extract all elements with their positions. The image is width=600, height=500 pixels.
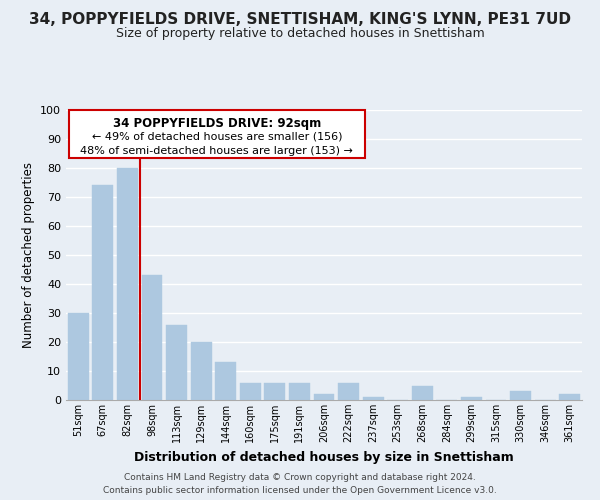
Bar xyxy=(240,382,261,400)
Bar xyxy=(92,186,113,400)
Text: Contains HM Land Registry data © Crown copyright and database right 2024.: Contains HM Land Registry data © Crown c… xyxy=(124,472,476,482)
Y-axis label: Number of detached properties: Number of detached properties xyxy=(22,162,35,348)
Text: 34 POPPYFIELDS DRIVE: 92sqm: 34 POPPYFIELDS DRIVE: 92sqm xyxy=(113,117,321,130)
Bar xyxy=(362,397,383,400)
Bar xyxy=(191,342,212,400)
Bar xyxy=(289,382,310,400)
FancyBboxPatch shape xyxy=(68,110,365,158)
Text: ← 49% of detached houses are smaller (156): ← 49% of detached houses are smaller (15… xyxy=(92,132,342,142)
Bar xyxy=(314,394,334,400)
Bar xyxy=(461,397,482,400)
Text: Size of property relative to detached houses in Snettisham: Size of property relative to detached ho… xyxy=(116,28,484,40)
Bar xyxy=(412,386,433,400)
Text: 34, POPPYFIELDS DRIVE, SNETTISHAM, KING'S LYNN, PE31 7UD: 34, POPPYFIELDS DRIVE, SNETTISHAM, KING'… xyxy=(29,12,571,28)
X-axis label: Distribution of detached houses by size in Snettisham: Distribution of detached houses by size … xyxy=(134,450,514,464)
Text: 48% of semi-detached houses are larger (153) →: 48% of semi-detached houses are larger (… xyxy=(80,146,353,156)
Bar xyxy=(142,276,163,400)
Bar xyxy=(338,382,359,400)
Bar xyxy=(117,168,138,400)
Bar xyxy=(68,313,89,400)
Text: Contains public sector information licensed under the Open Government Licence v3: Contains public sector information licen… xyxy=(103,486,497,495)
Bar xyxy=(166,324,187,400)
Bar xyxy=(559,394,580,400)
Bar xyxy=(510,392,531,400)
Bar xyxy=(265,382,286,400)
Bar xyxy=(215,362,236,400)
